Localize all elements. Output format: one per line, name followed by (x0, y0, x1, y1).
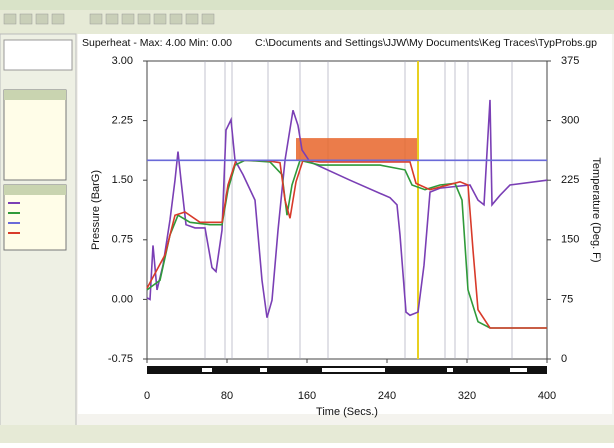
y-tick-label: 1.50 (112, 174, 133, 186)
tool-button[interactable] (154, 14, 166, 24)
timeline-gap (510, 368, 527, 372)
y2-tick-label: 300 (561, 115, 579, 127)
tool-button[interactable] (90, 14, 102, 24)
chart-area (78, 34, 612, 414)
y-tick-label: 3.00 (112, 55, 133, 67)
y-axis-label: Pressure (BarG) (90, 170, 102, 250)
y2-tick-label: 75 (561, 293, 573, 305)
chart-title: Superheat - Max: 4.00 Min: 0.00 (82, 37, 232, 49)
x-tick-label: 240 (378, 390, 396, 402)
tool-button[interactable] (170, 14, 182, 24)
y-tick-label: 0.00 (112, 293, 133, 305)
menu-bar (0, 0, 614, 10)
y-tick-label: 2.25 (112, 115, 133, 127)
highlight-region (296, 138, 418, 160)
panel-header (4, 90, 66, 100)
tool-button[interactable] (138, 14, 150, 24)
x-tick-label: 160 (298, 390, 316, 402)
x-axis-label: Time (Secs.) (316, 406, 378, 418)
y2-tick-label: 150 (561, 234, 579, 246)
tool-button[interactable] (20, 14, 32, 24)
tree-panel[interactable] (4, 40, 72, 70)
file-path: C:\Documents and Settings\JJW\My Documen… (255, 37, 597, 49)
y2-tick-label: 0 (561, 353, 567, 365)
panel-header (4, 185, 66, 195)
timeline-gap (322, 368, 385, 372)
tool-button[interactable] (186, 14, 198, 24)
tool-button[interactable] (36, 14, 48, 24)
tool-button[interactable] (52, 14, 64, 24)
tool-button[interactable] (4, 14, 16, 24)
timeline-gap (260, 368, 267, 372)
x-tick-label: 0 (144, 390, 150, 402)
status-bar (0, 425, 614, 443)
timeline-gap (202, 368, 212, 372)
y2-axis-label: Temperature (Deg. F) (590, 157, 602, 262)
y-tick-label: -0.75 (108, 353, 133, 365)
readout-panel (4, 90, 66, 180)
tool-button[interactable] (202, 14, 214, 24)
x-tick-label: 400 (538, 390, 556, 402)
y-tick-label: 0.75 (112, 234, 133, 246)
y2-tick-label: 225 (561, 174, 579, 186)
timeline-gap (447, 368, 453, 372)
x-tick-label: 80 (221, 390, 233, 402)
x-tick-label: 320 (458, 390, 476, 402)
tool-button[interactable] (106, 14, 118, 24)
y2-tick-label: 375 (561, 55, 579, 67)
app-window: Superheat - Max: 4.00 Min: 0.00 C:\Docum… (0, 0, 614, 443)
tool-button[interactable] (122, 14, 134, 24)
